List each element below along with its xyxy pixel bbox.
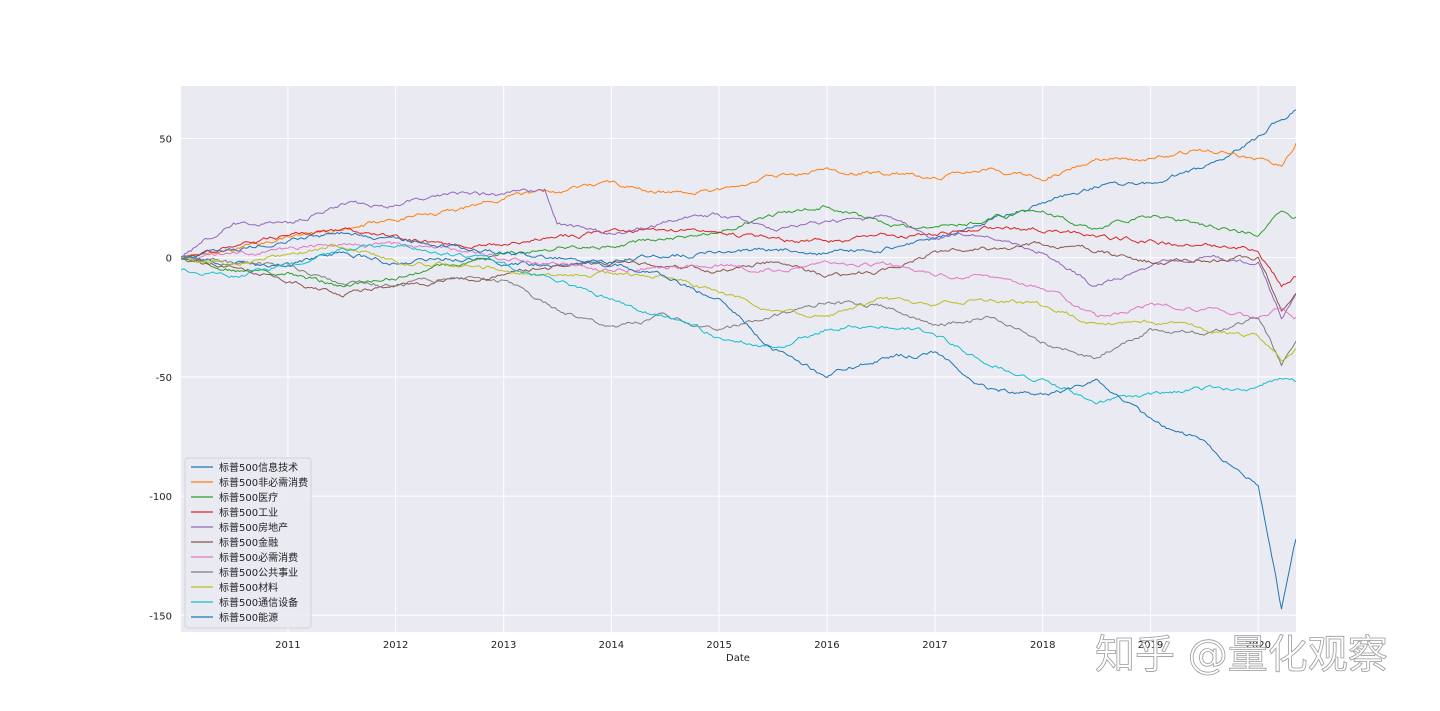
series-line (181, 241, 1296, 312)
series-line (181, 243, 1296, 362)
legend-entry: 标普500能源 (219, 611, 278, 624)
x-tick-label: 2019 (1138, 640, 1163, 651)
series-line (181, 255, 1296, 367)
y-tick-labels: 50 0 -50 -100 -150 (149, 134, 172, 622)
x-tick-label: 2015 (706, 640, 731, 651)
y-tick-label: 0 (166, 254, 172, 265)
x-tick-label: 2018 (1030, 640, 1055, 651)
series-line (181, 109, 1296, 268)
legend-entry: 标普500信息技术 (219, 461, 298, 474)
legend-entry: 标普500房地产 (219, 521, 288, 534)
y-tick-label: 50 (159, 134, 172, 145)
x-tick-label: 2011 (275, 640, 300, 651)
legend-entry: 标普500非必需消费 (219, 476, 308, 489)
x-tick-label: 2017 (922, 640, 947, 651)
legend-entry: 标普500金融 (219, 536, 278, 549)
y-tick-label: -100 (149, 492, 172, 503)
series-line (181, 243, 1296, 405)
x-tick-label: 2016 (814, 640, 839, 651)
series-lines (181, 109, 1296, 610)
legend-entry: 标普500医疗 (219, 491, 278, 504)
series-line (181, 188, 1296, 320)
legend-entry: 标普500必需消费 (219, 551, 298, 564)
series-line (181, 205, 1296, 288)
legend-box (184, 457, 312, 629)
legend-entry: 标普500工业 (219, 506, 278, 519)
y-tick-label: -150 (149, 611, 172, 622)
x-tick-label: 2014 (599, 640, 624, 651)
x-tick-label: 2012 (383, 640, 408, 651)
watermark-text: 知乎 @量化观察 (1095, 632, 1388, 678)
legend-entry: 标普500通信设备 (219, 596, 298, 609)
x-tick-labels: 2011 2012 2013 2014 2015 2016 2017 2018 2019 2020 (275, 640, 1271, 651)
x-tick-label: 2013 (491, 640, 516, 651)
x-axis-label: Date (726, 653, 750, 664)
plot-area (181, 86, 1296, 632)
series-line (181, 225, 1296, 288)
series-line (181, 231, 1296, 610)
legend-entry: 标普500公共事业 (219, 566, 298, 579)
series-line (181, 143, 1296, 260)
legend-entry: 标普500材料 (219, 581, 278, 594)
y-tick-label: -50 (156, 373, 172, 384)
legend: 标普500信息技术标普500非必需消费标普500医疗标普500工业标普500房地… (184, 457, 312, 629)
x-tick-label: 2020 (1245, 640, 1270, 651)
